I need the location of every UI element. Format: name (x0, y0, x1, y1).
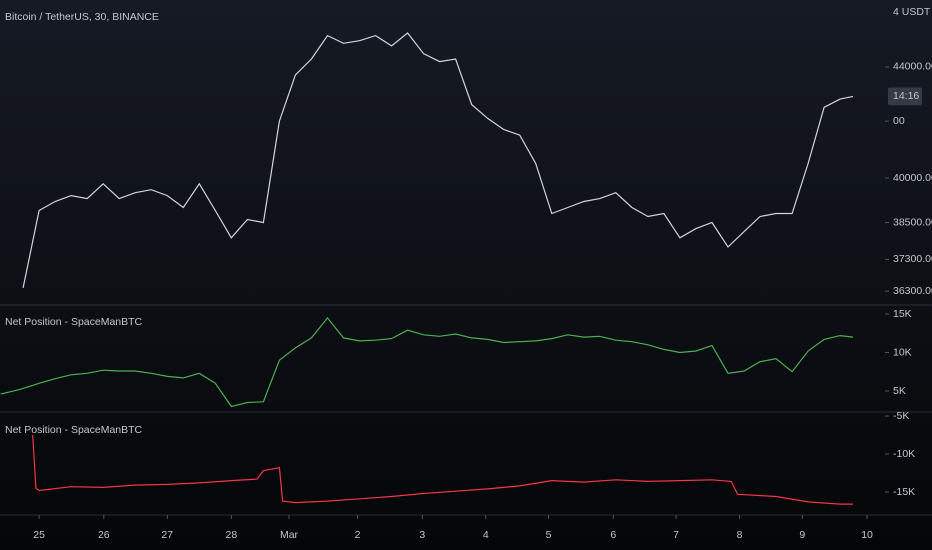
chart-title: Bitcoin / TetherUS, 30, BINANCE (5, 11, 159, 23)
indicator-title: Net Position - SpaceManBTC (5, 424, 143, 436)
x-tick-label: 5 (546, 529, 552, 541)
y-tick-label: -10K (893, 448, 915, 460)
x-tick-label: 9 (799, 529, 805, 541)
series-line (22, 32, 854, 289)
series-line (0, 316, 854, 408)
y-tick-label: 37300.00 (893, 253, 932, 265)
x-tick-label: 10 (861, 529, 873, 541)
x-tick-label: 4 (483, 529, 489, 541)
currency-label: 4 USDT 0 (893, 6, 932, 18)
y-tick-label: 15K (893, 308, 912, 320)
x-tick-label: 3 (419, 529, 425, 541)
x-tick-label: 6 (610, 529, 616, 541)
y-tick-label: -15K (893, 486, 915, 498)
countdown-box (888, 87, 922, 106)
countdown: 14:16 (893, 90, 919, 102)
x-tick-label: 28 (225, 529, 237, 541)
indicator-title: Net Position - SpaceManBTC (5, 316, 143, 328)
y-tick-label: 38500.00 (893, 216, 932, 228)
y-tick-label: 5K (893, 385, 906, 397)
x-tick-label: 25 (33, 529, 45, 541)
x-tick-label: 7 (673, 529, 679, 541)
y-tick-label: 00 (893, 115, 905, 127)
y-tick-label: 40000.00 (893, 172, 932, 184)
series-line (32, 434, 853, 505)
y-tick-label: 44000.00 (893, 61, 932, 73)
x-tick-label: 8 (737, 529, 743, 541)
y-tick-label: 10K (893, 346, 912, 358)
y-tick-label: -5K (893, 410, 909, 422)
x-tick-label: 26 (98, 529, 110, 541)
x-tick-label: 2 (355, 529, 361, 541)
y-tick-label: 36300.00 (893, 285, 932, 297)
x-tick-label: Mar (280, 529, 299, 541)
x-tick-label: 27 (161, 529, 173, 541)
